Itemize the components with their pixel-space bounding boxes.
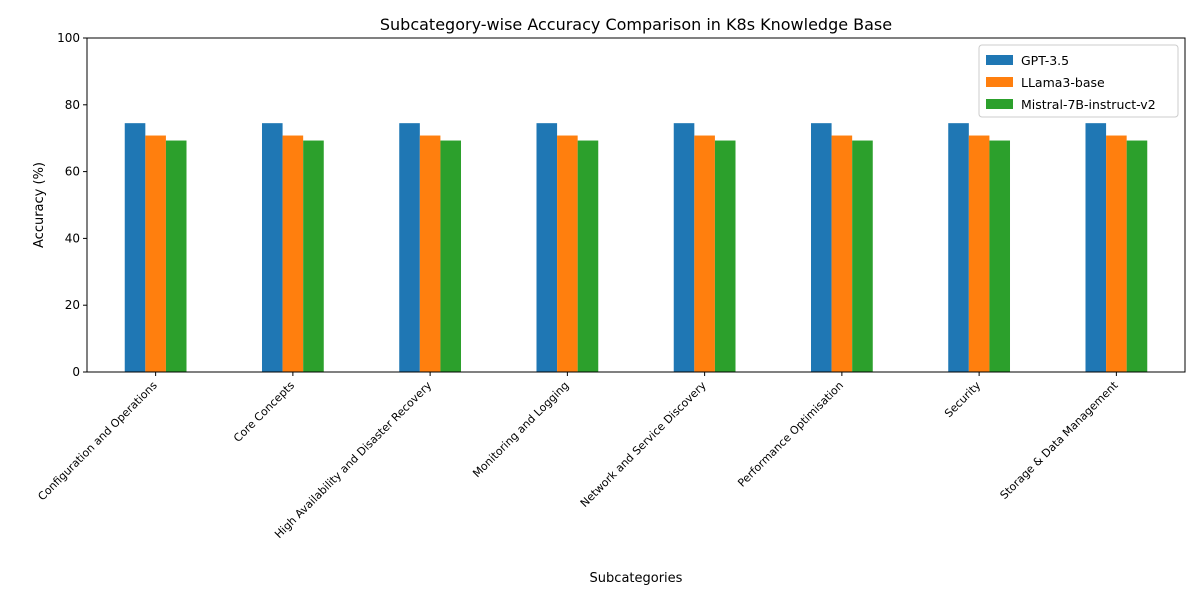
bar <box>261 123 283 372</box>
bar <box>577 140 599 372</box>
bar <box>124 123 146 372</box>
x-tick-label: High Availability and Disaster Recovery <box>272 379 434 541</box>
bar <box>968 135 990 372</box>
bar <box>948 123 969 372</box>
x-axis-label: Subcategories <box>590 571 683 586</box>
bar <box>419 135 441 372</box>
x-tick-label: Core Concepts <box>231 379 297 445</box>
plot-frame <box>86 37 1186 373</box>
legend-swatch <box>986 77 1013 87</box>
y-tick-label: 80 <box>65 98 80 112</box>
x-tick-label: Monitoring and Logging <box>470 379 571 480</box>
y-tick-label: 100 <box>57 31 80 45</box>
bar <box>852 140 873 372</box>
x-tick-label: Security <box>942 379 983 420</box>
legend: GPT-3.5 LLama3-base Mistral-7B-instruct-v2 <box>978 44 1179 118</box>
plot-area <box>86 37 1186 373</box>
y-tick-label: 20 <box>65 298 80 312</box>
legend-entry-label: Mistral-7B-instruct-v2 <box>1021 97 1156 112</box>
bar <box>145 135 166 372</box>
legend-swatch <box>986 55 1013 65</box>
bar <box>1106 135 1127 372</box>
y-tick-label: 60 <box>65 165 80 179</box>
y-axis: 0 20 40 60 80 100 <box>57 31 87 379</box>
x-tick-label: Storage & Data Management <box>998 378 1121 501</box>
bar <box>989 140 1011 372</box>
chart-title: Subcategory-wise Accuracy Comparison in … <box>380 15 892 34</box>
x-tick-label: Performance Optimisation <box>735 379 846 490</box>
y-axis-label: Accuracy (%) <box>32 162 47 248</box>
x-tick-label: Configuration and Operations <box>35 379 159 503</box>
bar <box>1085 123 1107 372</box>
legend-entry-label: GPT-3.5 <box>1021 53 1069 68</box>
bar <box>673 123 695 372</box>
bar <box>399 123 420 372</box>
bar <box>714 140 736 372</box>
x-axis: Configuration and Operations Core Concept… <box>35 372 1121 541</box>
bar <box>440 140 462 372</box>
x-tick-label: Network and Service Discovery <box>578 379 709 510</box>
legend-swatch <box>986 99 1013 109</box>
legend-box <box>978 44 1179 118</box>
bar <box>282 135 304 372</box>
bar <box>694 135 715 372</box>
bar <box>165 140 187 372</box>
y-tick-label: 40 <box>65 231 80 245</box>
bar <box>831 135 853 372</box>
bar <box>810 123 832 372</box>
bar <box>536 123 558 372</box>
y-tick-label: 0 <box>72 365 80 379</box>
bar <box>303 140 324 372</box>
bar <box>557 135 578 372</box>
bar <box>1126 140 1148 372</box>
legend-entry-label: LLama3-base <box>1021 75 1105 90</box>
